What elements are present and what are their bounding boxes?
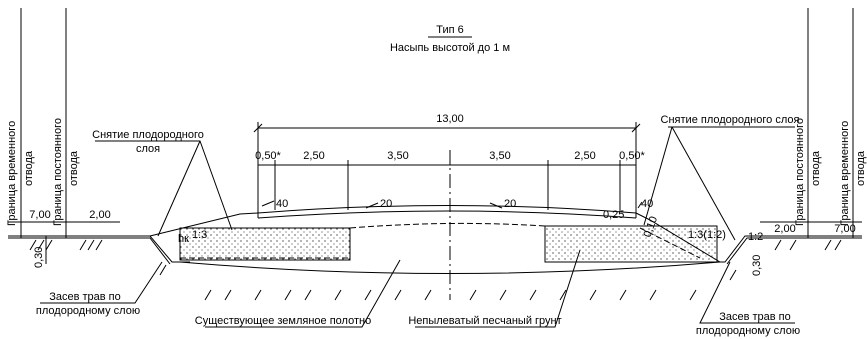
drawing-line <box>30 240 841 300</box>
label: Снятие плодородного слоя <box>661 114 800 126</box>
label: 0,30 <box>751 255 763 276</box>
drawing-line <box>258 206 636 214</box>
label: 20 <box>380 198 392 210</box>
label: 1:3(1:2) <box>688 229 726 241</box>
label: слоя <box>136 143 160 155</box>
label: 0,50* <box>255 150 281 162</box>
label: 3,50 <box>387 150 408 162</box>
label: 2,00 <box>89 209 110 221</box>
label: Граница временного <box>6 121 18 226</box>
label: Засев трав по <box>49 291 121 303</box>
label: Засев трав по <box>719 311 791 323</box>
label: 0,30 <box>33 247 45 268</box>
label: 20 <box>504 198 516 210</box>
label: Непылеватый песчаный грунт <box>408 315 561 327</box>
label: плодородному слою <box>36 305 140 317</box>
label: отвода <box>810 150 822 186</box>
label: отвода <box>68 150 80 186</box>
label: 7,00 <box>834 223 855 235</box>
line <box>158 141 200 236</box>
label: 1:2 <box>748 231 763 243</box>
line <box>644 127 672 225</box>
leader-line <box>95 141 232 230</box>
drawing-line <box>262 201 642 208</box>
cross-section-drawing: Тип 6 Насыпь высотой до 1 м Граница врем… <box>0 0 867 339</box>
label: 0,50* <box>619 150 645 162</box>
label: плодородному слою <box>696 325 800 337</box>
label: hк <box>178 233 189 245</box>
label: Граница временного <box>839 121 851 226</box>
label: 2,50 <box>303 150 324 162</box>
label: 1:3 <box>192 229 207 241</box>
label: Существующее земляное полотно <box>195 315 371 327</box>
label: отвода <box>855 150 867 186</box>
label: 2,50 <box>574 150 595 162</box>
label: 3,50 <box>489 150 510 162</box>
label: 0,25 <box>603 209 624 221</box>
label: Насыпь высотой до 1 м <box>390 42 510 54</box>
drawing-line <box>275 160 620 210</box>
label: отвода <box>23 150 35 186</box>
label: Граница постоянного <box>794 118 806 226</box>
label: 13,00 <box>436 113 464 125</box>
line <box>672 127 735 240</box>
label: Тип 6 <box>436 24 464 36</box>
label: Граница постоянного <box>52 118 64 226</box>
label: 2,00 <box>774 223 795 235</box>
label: 7,00 <box>29 209 50 221</box>
drawing-line <box>258 211 636 218</box>
label: Снятие плодородного <box>92 129 204 141</box>
label: 40 <box>276 198 288 210</box>
